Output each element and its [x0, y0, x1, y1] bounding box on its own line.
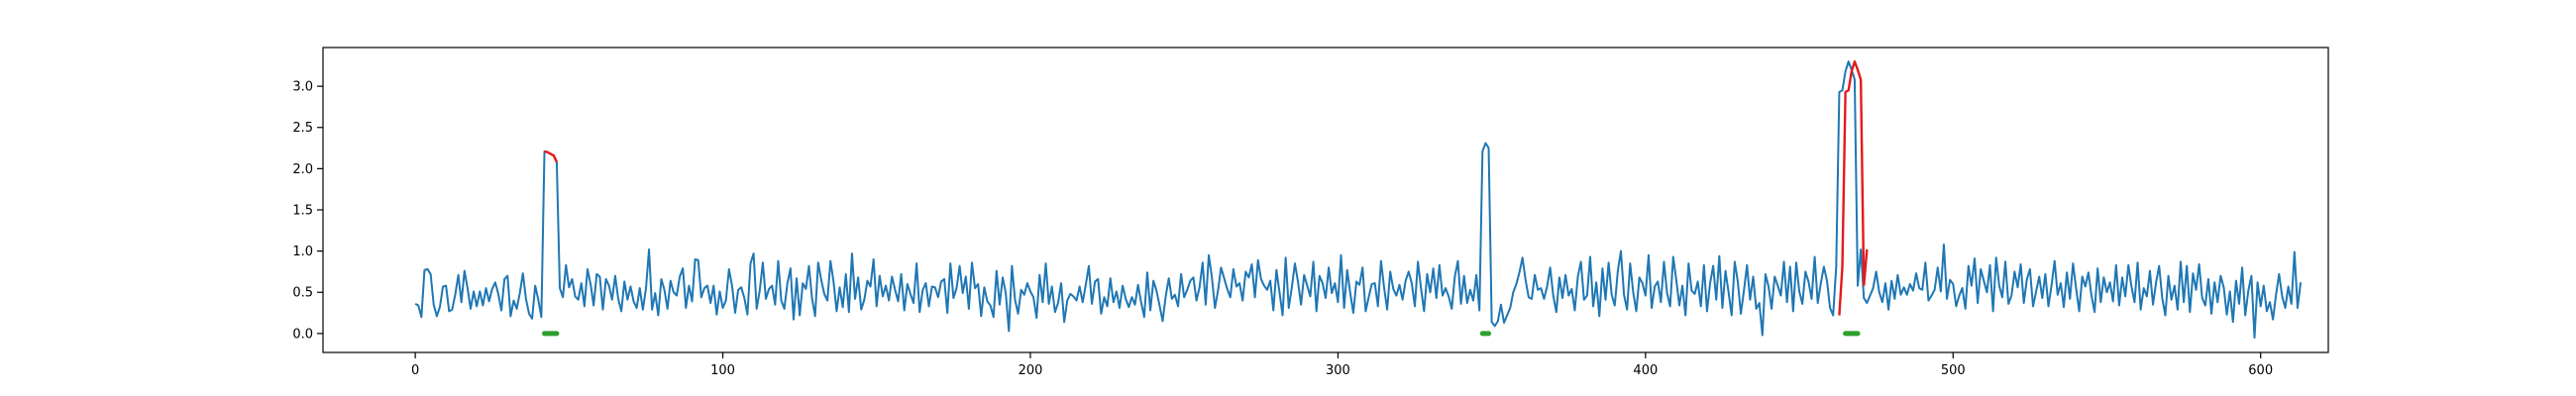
- y-tick-label: 0.5: [292, 286, 313, 301]
- y-tick-label: 0.0: [292, 327, 313, 342]
- x-tick-label: 600: [2248, 363, 2273, 378]
- y-tick-label: 2.5: [292, 121, 313, 136]
- x-tick-label: 300: [1326, 363, 1350, 378]
- x-tick-label: 0: [411, 363, 419, 378]
- y-tick-label: 3.0: [292, 80, 313, 95]
- anomaly-segment-3: [1863, 248, 1869, 286]
- x-tick-label: 200: [1019, 363, 1043, 378]
- y-tick-label: 1.0: [292, 245, 313, 259]
- plot-background: [323, 48, 2328, 352]
- plot-frame: [322, 47, 2329, 353]
- y-tick-label: 1.5: [292, 203, 313, 218]
- y-axis: 0.0 0.5 1.0 1.5 2.0 2.5 3.0: [292, 80, 323, 342]
- plot-content: [414, 59, 2303, 340]
- x-axis: 0 100 200 300 400 500 600: [411, 352, 2273, 378]
- x-tick-label: 400: [1633, 363, 1658, 378]
- anomaly-segment-1: [544, 149, 559, 163]
- y-tick-label: 2.0: [292, 162, 313, 177]
- series-line-signal: [414, 60, 2303, 340]
- x-tick-label: 100: [710, 363, 735, 378]
- x-tick-label: 500: [1941, 363, 1966, 378]
- anomaly-segment-2: [1838, 59, 1866, 316]
